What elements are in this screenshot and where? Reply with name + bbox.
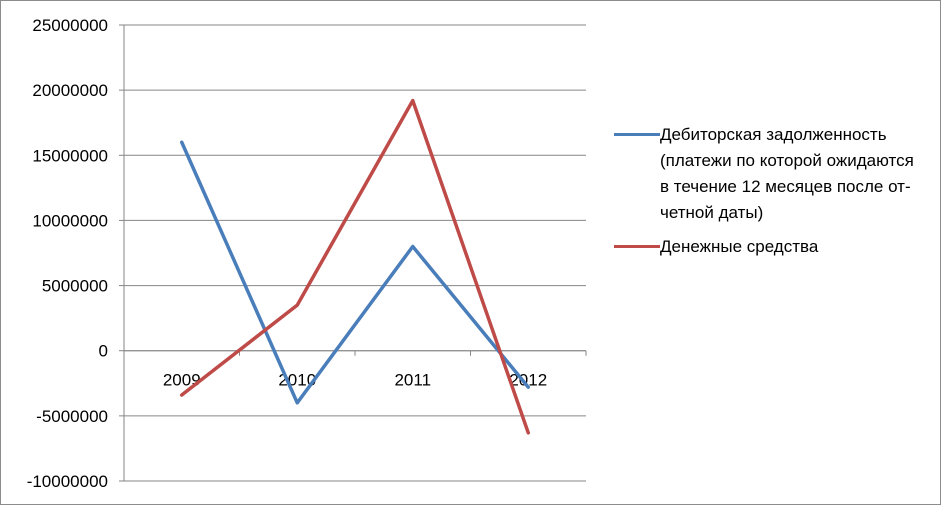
data-point — [412, 100, 414, 102]
data-point — [296, 402, 298, 404]
y-tick-label: 5000000 — [42, 277, 108, 296]
data-point — [181, 394, 183, 396]
legend-item-receivables: Дебиторская задолженность (платежи по ко… — [614, 122, 914, 226]
y-tick-label: 25000000 — [32, 16, 108, 35]
x-tick-labels: 2009 2010 2011 2012 — [163, 371, 547, 390]
legend: Дебиторская задолженность (платежи по ко… — [614, 122, 914, 268]
legend-label-receivables: Дебиторская задолженность (платежи по ко… — [660, 125, 914, 222]
data-point — [527, 386, 529, 388]
legend-label-cash: Денежные средства — [660, 237, 819, 256]
x-tick-label: 2009 — [163, 371, 201, 390]
legend-swatch-receivables — [614, 133, 660, 136]
y-tick-label: 15000000 — [32, 146, 108, 165]
data-point — [181, 141, 183, 143]
data-point — [296, 304, 298, 306]
series-lines — [180, 98, 530, 435]
data-point — [527, 432, 529, 434]
legend-item-cash: Денежные средства — [614, 234, 914, 260]
series-line-0 — [180, 140, 530, 405]
y-tick-label: 10000000 — [32, 211, 108, 230]
y-tick-label: -10000000 — [27, 472, 108, 491]
y-tick-label: -5000000 — [36, 407, 108, 426]
series-line-1 — [180, 98, 530, 435]
legend-swatch-cash — [614, 245, 660, 248]
y-tick-label: 20000000 — [32, 81, 108, 100]
gridlines — [124, 24, 586, 482]
y-tick-label: 0 — [99, 342, 108, 361]
x-tick-label: 2011 — [394, 371, 431, 390]
axes — [119, 24, 587, 482]
y-tick-labels: 25000000 20000000 15000000 10000000 5000000 0… — [27, 16, 108, 491]
data-point — [412, 245, 414, 247]
